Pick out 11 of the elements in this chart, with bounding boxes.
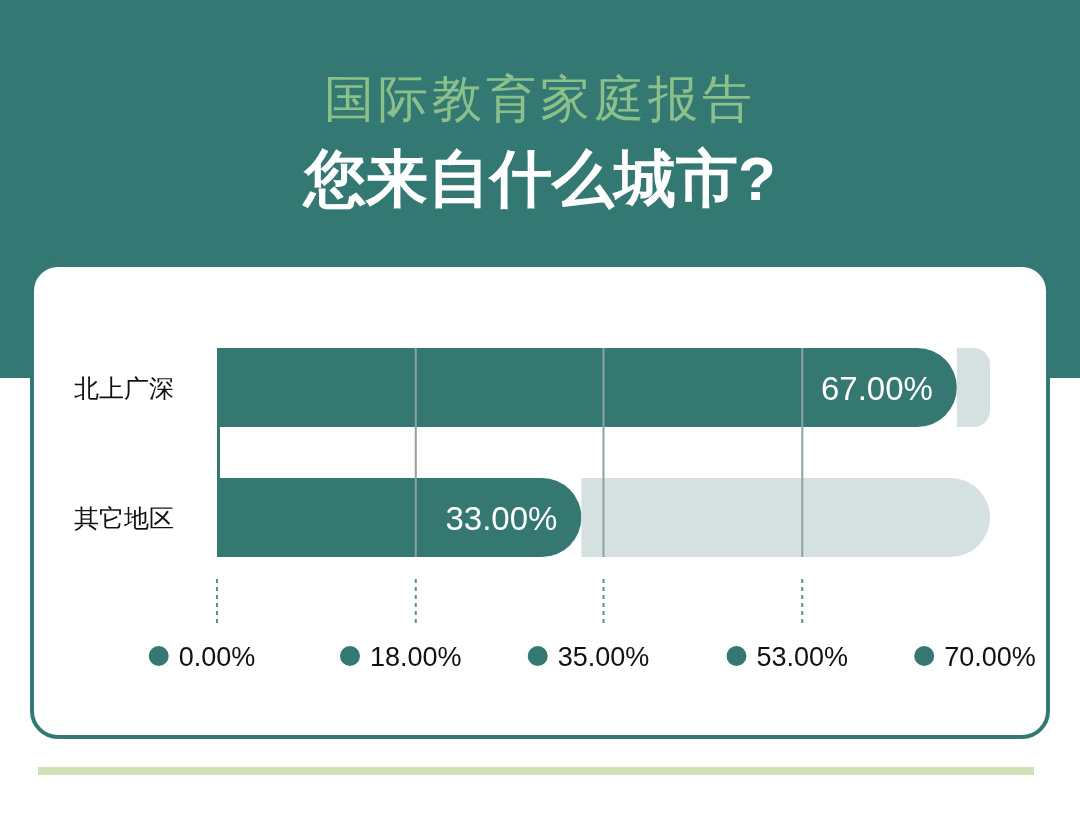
y-tick-label: 北上广深 bbox=[74, 373, 174, 402]
x-tick-label: 70.00% bbox=[944, 642, 1036, 672]
x-tick-label: 35.00% bbox=[557, 642, 650, 672]
data-label: 33.00% bbox=[445, 499, 558, 537]
x-tick-label: 0.00% bbox=[178, 642, 256, 672]
subtitle: 您来自什么城市? bbox=[304, 144, 776, 213]
data-label: 67.00% bbox=[820, 369, 933, 407]
title: 国际教育家庭报告 bbox=[324, 71, 756, 127]
y-tick-label: 其它地区 bbox=[74, 503, 174, 532]
x-tick-label: 18.00% bbox=[369, 642, 462, 672]
x-tick-label: 53.00% bbox=[756, 642, 849, 672]
